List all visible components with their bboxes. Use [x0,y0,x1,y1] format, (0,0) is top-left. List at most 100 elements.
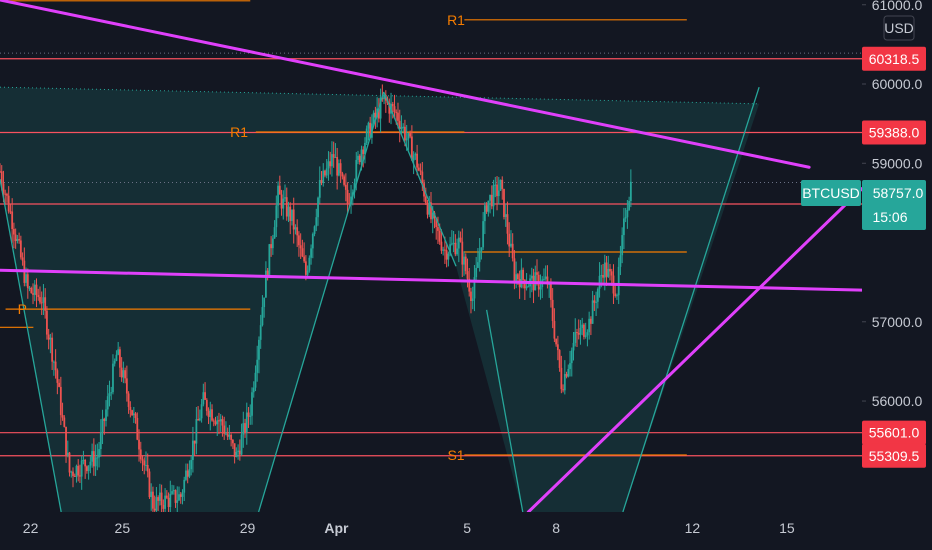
candle-body [101,418,104,433]
candle-body [337,163,340,176]
time-axis[interactable] [0,512,862,550]
candle [464,253,467,275]
candle-body [454,242,457,255]
candle [574,318,577,347]
candle [470,287,472,314]
candle [522,267,525,289]
candle-body [63,417,66,427]
candle [21,252,24,266]
candle-body [40,302,43,304]
candle [440,229,443,254]
symbol-tag[interactable]: BTCUSD [801,180,861,206]
candle [56,368,59,395]
candle-body [209,409,212,417]
candle [285,187,288,221]
currency-button[interactable]: USD [883,15,915,41]
candle [473,265,476,312]
candle [11,198,14,243]
candle [556,335,559,361]
candle [113,358,116,367]
candle [98,441,100,468]
candle-body [619,255,622,267]
candle [242,411,245,448]
candle [273,220,276,239]
candle [504,203,507,227]
candle [494,176,497,198]
candle-body [324,170,326,176]
trend-line [0,0,811,169]
candle [237,444,239,460]
candle-body [543,278,545,280]
price-tick-label: 60000.0 [872,76,923,92]
candle-body [320,180,323,184]
candle [152,486,154,514]
candle-body [430,202,432,220]
candle-body [28,287,31,289]
candle-body [628,201,631,210]
candle-body [287,206,290,217]
candle-body [223,425,226,434]
candle-body [586,332,589,336]
candle-body [171,491,173,494]
candle-body [437,227,439,231]
candle-body [134,413,137,418]
candle [138,429,140,462]
candle [595,291,598,316]
candle-body [570,350,573,364]
candle-body [233,443,236,458]
candle-body [132,413,135,416]
candle-body [306,270,309,275]
candle [37,288,40,301]
candle-body [204,392,206,400]
last-price-value: 58757.0 [873,185,924,201]
candle-body [85,466,88,472]
time-tick-label: 22 [23,520,39,536]
candle-body [494,184,497,186]
candle-body [138,439,140,450]
candle-body [480,247,483,252]
candle-body [207,410,210,417]
candle [417,163,420,172]
candle [435,217,438,240]
pivot-label: R1 [447,12,465,28]
candle [308,255,311,273]
price-badge-label: 55309.5 [869,448,920,464]
candle [122,361,125,384]
candle-body [626,209,629,218]
candle-body [548,284,551,286]
candle-body [355,159,358,183]
candle [225,421,227,436]
candle-body [459,237,462,242]
price-tick-label: 57000.0 [872,314,923,330]
candle-body [301,248,304,257]
candle-body [416,153,418,168]
candle-body [372,112,375,124]
candle [258,336,260,374]
candle-body [501,179,504,189]
candle-body [428,202,431,215]
candle-body [122,370,125,378]
candle [174,489,177,508]
candle-body [190,460,193,470]
candle-body [205,399,208,411]
candle [322,163,325,187]
candle-body [270,244,273,249]
candle-body [75,465,78,477]
last-price-badge: 58757.0 15:06 [862,180,926,230]
pattern-line [383,91,457,267]
candle-body [61,415,64,418]
candle [416,144,418,176]
candle [244,418,246,438]
candle [63,415,66,428]
candle [131,409,133,416]
candle-body [225,433,227,435]
candle [235,447,238,458]
candle-body [331,154,333,167]
candle [207,407,210,425]
candle [336,147,339,190]
candle [7,186,10,214]
candle-body [143,460,146,466]
candle-body [178,494,180,501]
candle [218,412,220,435]
